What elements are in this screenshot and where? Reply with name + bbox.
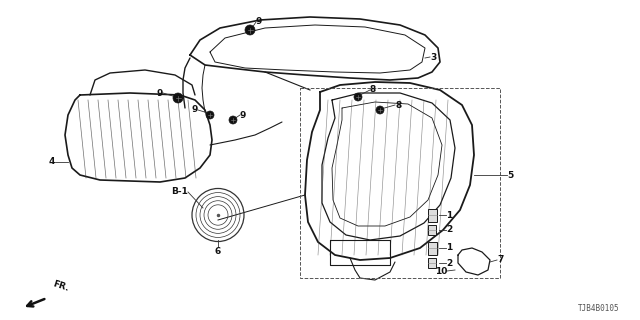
Text: 1: 1 [446, 244, 452, 252]
Bar [428, 258, 436, 268]
Circle shape [229, 116, 237, 124]
Text: 9: 9 [191, 106, 198, 115]
Text: TJB4B0105: TJB4B0105 [579, 304, 620, 313]
Text: 2: 2 [446, 259, 452, 268]
Text: 6: 6 [215, 247, 221, 256]
Text: 2: 2 [446, 226, 452, 235]
Text: 1: 1 [446, 211, 452, 220]
Text: 4: 4 [49, 157, 55, 166]
Text: B-1: B-1 [171, 188, 188, 196]
Circle shape [245, 25, 255, 35]
Bar [428, 225, 436, 235]
Text: 8: 8 [395, 100, 401, 109]
Text: FR.: FR. [52, 279, 70, 293]
Circle shape [206, 111, 214, 119]
Text: 10: 10 [435, 267, 447, 276]
Text: 9: 9 [240, 110, 246, 119]
Text: 8: 8 [370, 85, 376, 94]
Text: 7: 7 [497, 255, 504, 265]
Bar [428, 242, 436, 254]
Circle shape [354, 93, 362, 101]
Circle shape [376, 106, 384, 114]
Text: 9: 9 [157, 89, 163, 98]
Circle shape [173, 93, 183, 103]
Text: 3: 3 [430, 52, 436, 61]
Text: 9: 9 [256, 18, 262, 27]
Text: 5: 5 [507, 171, 513, 180]
Bar [428, 209, 436, 221]
Bar [300, 88, 500, 278]
